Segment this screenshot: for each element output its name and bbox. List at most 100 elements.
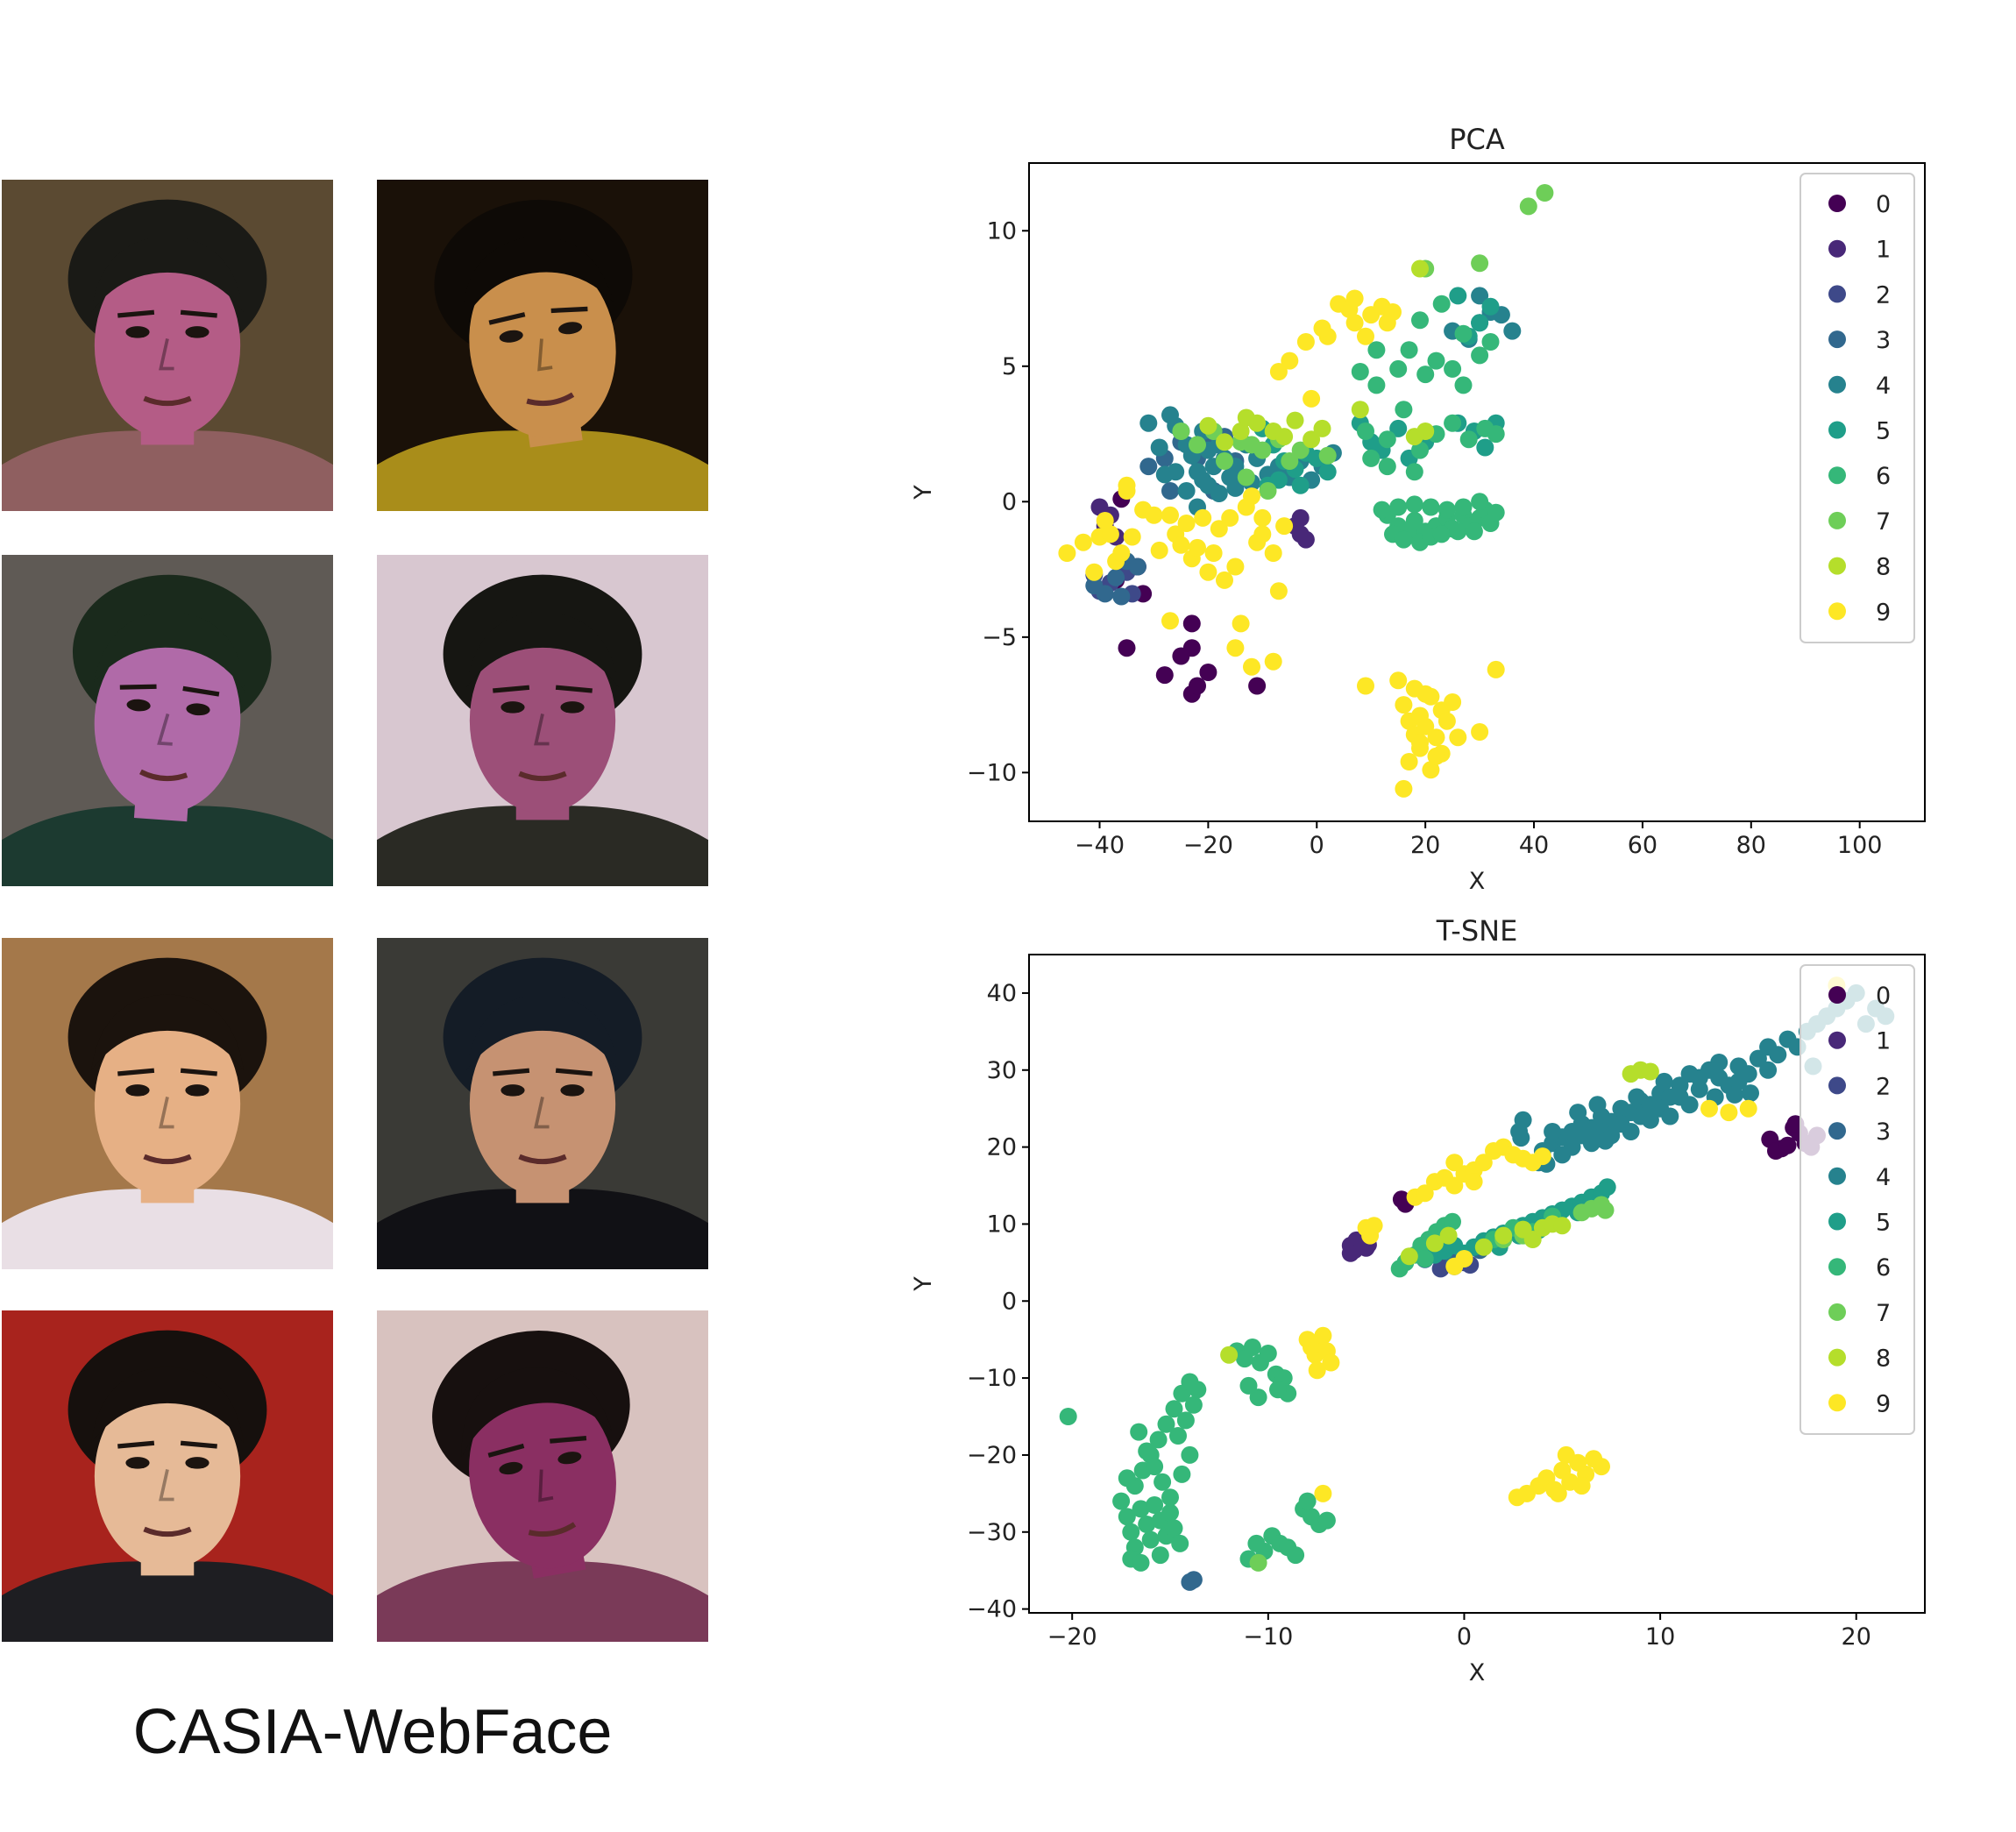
legend-label: 3	[1876, 327, 1891, 354]
y-axis-label: Y	[910, 1276, 937, 1292]
scatter-point	[1173, 1465, 1191, 1483]
scatter-point	[1172, 536, 1190, 554]
scatter-point	[1313, 319, 1331, 337]
x-tick-label: −20	[1047, 1623, 1097, 1651]
scatter-point	[1253, 508, 1272, 527]
legend-marker	[1828, 466, 1846, 485]
scatter-point	[1199, 664, 1217, 681]
scatter-point	[1598, 1178, 1616, 1196]
scatter-point	[1445, 1176, 1464, 1195]
legend-marker	[1828, 1031, 1846, 1049]
y-tick-label: 20	[987, 1134, 1017, 1161]
face-photo	[377, 555, 708, 886]
legend-marker	[1828, 1076, 1846, 1095]
scatter-point	[1139, 458, 1158, 476]
scatter-point	[1411, 311, 1429, 330]
scatter-point	[1454, 498, 1473, 516]
scatter-point	[1216, 452, 1233, 470]
scatter-point	[1264, 652, 1282, 671]
scatter-point	[1176, 1411, 1195, 1430]
scatter-point	[1437, 501, 1456, 519]
legend-label: 3	[1876, 1118, 1891, 1146]
scatter-point	[1427, 747, 1445, 765]
scatter-point	[1367, 341, 1386, 359]
series-9	[1058, 289, 1505, 798]
scatter-point	[1123, 528, 1141, 546]
scatter-point	[1275, 517, 1294, 536]
legend-marker	[1828, 239, 1846, 258]
scatter-point	[1182, 639, 1201, 657]
scatter-point	[1454, 376, 1473, 394]
x-axis-label: X	[1469, 868, 1486, 895]
x-tick-label: −40	[1075, 832, 1125, 859]
legend: 0 1 2 3 4 5 6 7 8 9	[1799, 173, 1915, 643]
scatter-point	[1253, 525, 1272, 543]
scatter-point	[1465, 522, 1483, 541]
scatter-point	[1220, 1346, 1239, 1364]
scatter-point	[1165, 1400, 1183, 1418]
scatter-point	[1549, 1484, 1567, 1502]
scatter-point	[1141, 1530, 1160, 1549]
scatter-point	[1182, 614, 1201, 633]
scatter-point	[1445, 1154, 1464, 1172]
scatter-point	[1395, 696, 1413, 714]
scatter-point	[1243, 1338, 1261, 1356]
scatter-point	[1416, 685, 1435, 703]
series-6	[1059, 1207, 1562, 1572]
scatter-point	[1400, 1247, 1418, 1266]
scatter-point	[1523, 1231, 1542, 1248]
scatter-point	[1389, 498, 1408, 516]
dataset-caption: CASIA-WebFace	[132, 1697, 613, 1767]
scatter-point	[1459, 430, 1478, 449]
scatter-point	[1395, 779, 1413, 798]
scatter-point	[1189, 436, 1206, 454]
scatter-point	[1572, 1477, 1591, 1495]
scatter-point	[1118, 1469, 1136, 1488]
scatter-point	[1710, 1054, 1729, 1071]
scatter-point	[1661, 1107, 1679, 1125]
legend-label: 4	[1876, 373, 1891, 400]
scatter-point	[1146, 1458, 1164, 1476]
legend-marker	[1828, 1303, 1846, 1321]
x-tick-label: −10	[1243, 1623, 1293, 1651]
scatter-point	[1400, 753, 1418, 770]
scatter-point	[1317, 1511, 1336, 1530]
scatter-point	[1194, 508, 1212, 527]
face-photo	[377, 180, 708, 511]
scatter-point	[1210, 485, 1228, 502]
legend-box	[1799, 173, 1915, 643]
legend-label: 0	[1876, 191, 1891, 218]
scatter-point	[1296, 333, 1315, 351]
scatter-point	[1759, 1061, 1778, 1079]
chart-title: T-SNE	[1436, 914, 1518, 948]
scatter-point	[1455, 1250, 1473, 1267]
scatter-point	[1431, 1260, 1450, 1278]
series-7	[1172, 184, 1554, 500]
scatter-point	[1569, 1104, 1587, 1122]
scatter-point	[1487, 425, 1505, 444]
y-tick-label: 0	[1002, 488, 1017, 515]
scatter-point	[1096, 585, 1114, 603]
series-9	[1298, 976, 1846, 1507]
scatter-point	[1449, 728, 1467, 747]
scatter-point	[1432, 295, 1451, 313]
scatter-point	[1487, 660, 1505, 678]
scatter-point	[1101, 525, 1119, 543]
legend-label: 7	[1876, 1300, 1891, 1327]
scatter-point	[1172, 422, 1190, 440]
scatter-point	[1157, 1415, 1175, 1433]
scatter-point	[1596, 1201, 1615, 1219]
legend-marker	[1828, 1122, 1846, 1140]
scatter-point	[1096, 512, 1114, 529]
scatter-point	[1641, 1111, 1659, 1129]
scatter-point	[1345, 314, 1364, 332]
scatter-point	[1275, 428, 1294, 446]
scatter-point	[1454, 324, 1473, 343]
scatter-point	[1444, 359, 1462, 378]
scatter-point	[1189, 677, 1206, 695]
scatter-point	[1384, 303, 1402, 321]
scatter-point	[1085, 563, 1104, 581]
scatter-point	[1405, 428, 1423, 446]
legend-marker	[1828, 1348, 1846, 1367]
